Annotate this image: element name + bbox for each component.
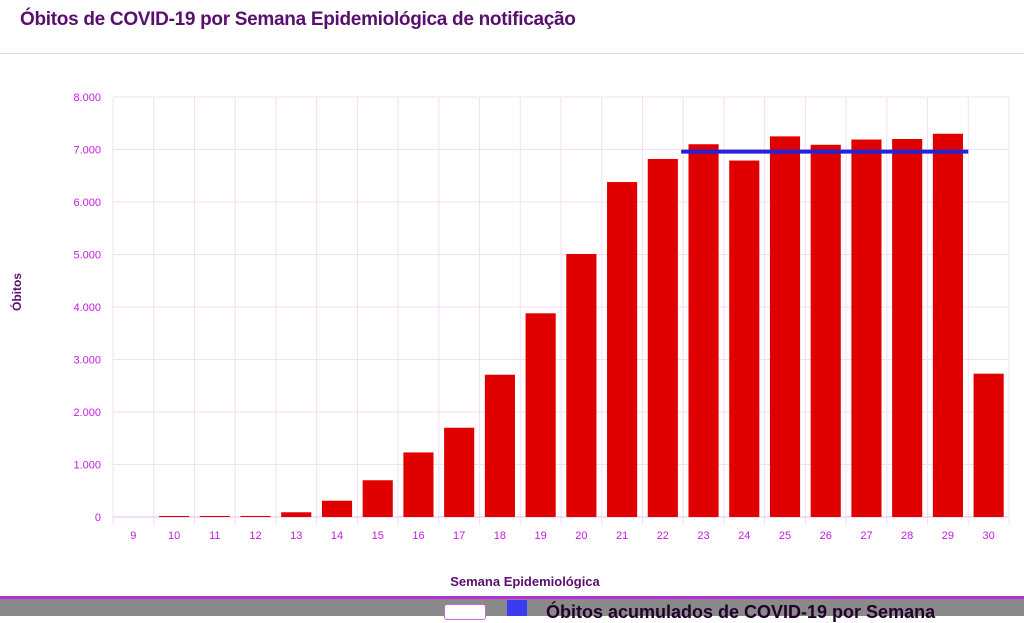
bar-week-25[interactable] [769,136,801,517]
bar-week-14[interactable] [321,500,353,517]
bar-week-15[interactable] [362,480,393,517]
x-tick-label: 23 [697,530,709,542]
bar-week-30[interactable] [973,373,1004,517]
x-tick-label: 29 [942,530,954,542]
bar-week-20[interactable] [566,253,597,517]
chart-title: Óbitos de COVID-19 por Semana Epidemioló… [20,9,576,30]
x-axis-label: Semana Epidemiológica [450,574,600,589]
x-tick-label: 19 [535,530,547,542]
bar-week-24[interactable] [729,160,760,517]
y-axis-label: Óbitos [9,273,24,311]
x-tick-label: 11 [209,530,220,542]
title-divider [0,53,1024,54]
bar-week-10[interactable] [159,516,190,517]
bar-week-16[interactable] [403,452,434,517]
x-tick-label: 13 [290,530,302,542]
x-tick-label: 21 [616,530,628,542]
y-tick-label: 3.000 [73,355,101,367]
next-chart-title: Óbitos acumulados de COVID-19 por Semana [546,602,936,622]
bar-week-26[interactable] [810,144,841,517]
menu-button[interactable] [444,604,486,620]
x-tick-label: 22 [657,530,669,542]
x-tick-label: 27 [860,530,872,542]
bar-week-13[interactable] [281,512,312,517]
bar-week-18[interactable] [484,374,515,517]
y-tick-label: 1.000 [73,460,101,472]
y-tick-label: 8.000 [73,92,101,104]
x-tick-label: 17 [453,530,465,542]
deaths-bar-chart: 0 1.000 2.000 3.000 4.000 5.000 6.000 7.000 8.00… [9,92,1010,589]
bar-week-22[interactable] [647,158,678,517]
bar-week-19[interactable] [525,313,556,517]
y-tick-label: 0 [95,512,101,524]
bar-week-17[interactable] [444,427,475,517]
y-tick-label: 5.000 [73,250,101,262]
x-tick-label: 14 [331,530,343,542]
x-tick-label: 24 [738,530,750,542]
x-tick-label: 28 [901,530,913,542]
x-tick-label: 16 [412,530,424,542]
bar-week-29[interactable] [932,133,963,517]
y-tick-label: 6.000 [73,197,101,209]
x-tick-label: 18 [494,530,506,542]
bar-week-28[interactable] [892,139,923,517]
bar-week-23[interactable] [688,144,719,517]
x-tick-label: 26 [820,530,832,542]
y-tick-label: 2.000 [73,407,101,419]
x-tick-label: 12 [249,530,261,542]
x-tick-label: 15 [372,530,384,542]
y-tick-label: 4.000 [73,302,101,314]
bar-week-11[interactable] [199,516,230,517]
x-tick-label: 20 [575,530,587,542]
bar-week-21[interactable] [607,182,638,518]
bar-week-27[interactable] [851,139,882,517]
y-tick-label: 7.000 [73,145,101,157]
x-tick-label: 10 [168,530,180,542]
x-tick-label: 25 [779,530,791,542]
bar-week-12[interactable] [240,515,271,517]
x-tick-label: 30 [983,530,995,542]
x-tick-label: 9 [130,530,136,542]
legend-swatch [507,600,527,616]
